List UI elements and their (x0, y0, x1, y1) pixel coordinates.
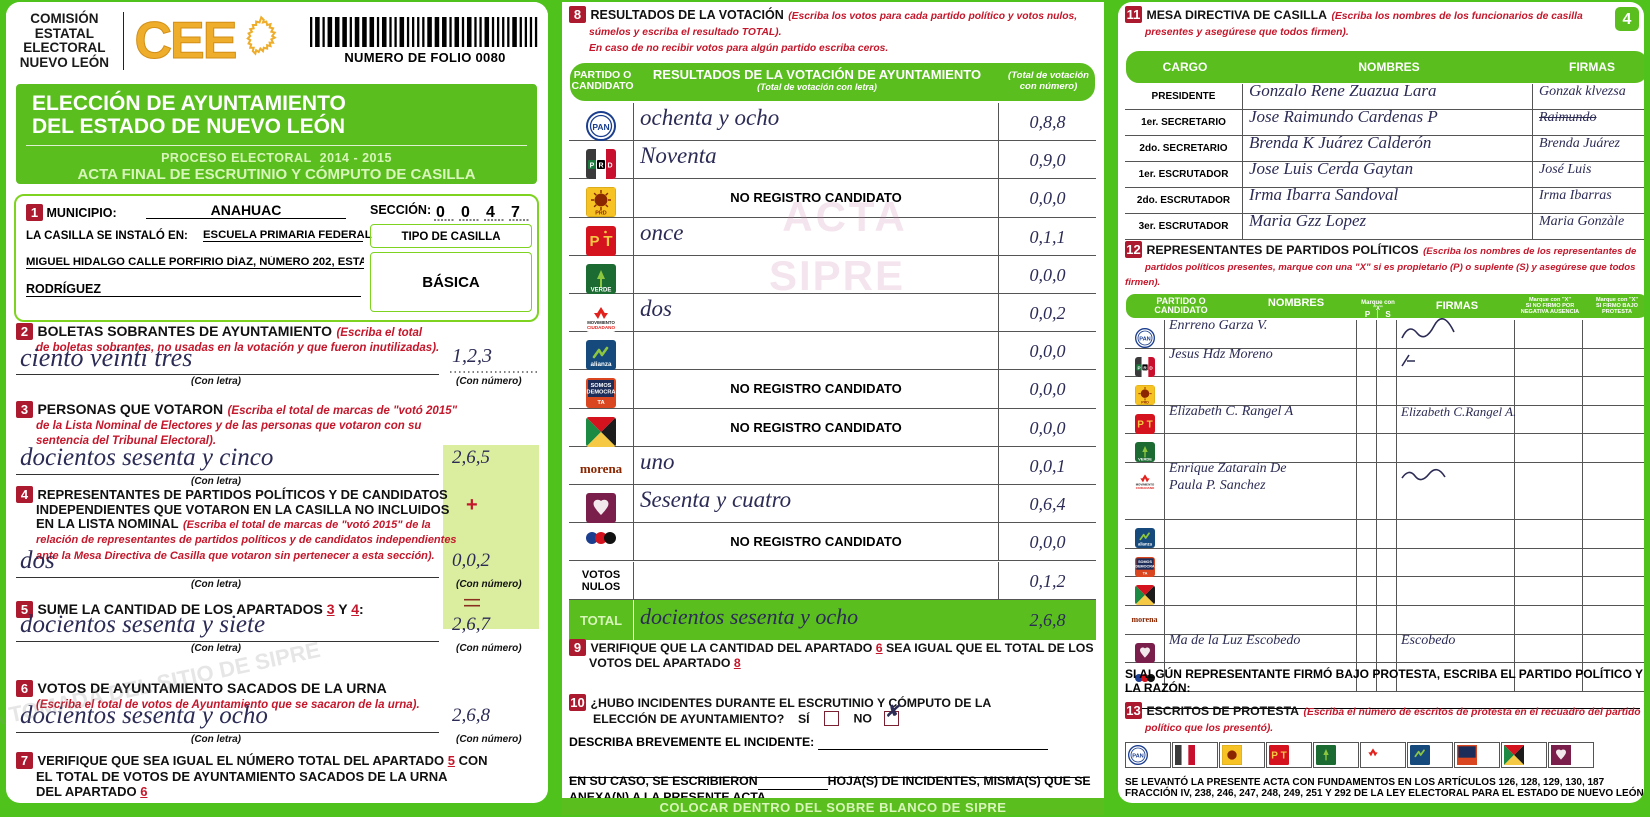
svg-text:7: 7 (511, 204, 520, 221)
svg-text:TA: TA (597, 400, 605, 406)
svg-text:P T: P T (1271, 750, 1286, 761)
svg-text:PRD: PRD (595, 211, 606, 217)
svg-text:P: P (590, 163, 595, 170)
svg-text:4: 4 (486, 204, 495, 221)
svg-text:P T: P T (1137, 419, 1152, 430)
svg-text:SOMOS: SOMOS (591, 383, 612, 389)
svg-text:CIUDADANO: CIUDADANO (587, 325, 615, 330)
svg-text:P T: P T (589, 233, 612, 250)
svg-text:VERDE: VERDE (1138, 457, 1152, 462)
svg-text:PAN: PAN (592, 122, 609, 132)
svg-text:D: D (607, 163, 612, 170)
svg-text:DEMOCRA: DEMOCRA (587, 390, 616, 396)
svg-text:PAN: PAN (1132, 754, 1144, 760)
svg-text:0: 0 (461, 204, 470, 221)
svg-text:SOMOS: SOMOS (1138, 560, 1152, 564)
svg-text:DEMOCRA: DEMOCRA (1135, 564, 1155, 568)
svg-text:alianza: alianza (591, 361, 612, 368)
svg-text:P: P (1137, 365, 1140, 370)
svg-text:R: R (598, 163, 603, 170)
svg-text:alianza: alianza (1138, 541, 1153, 546)
svg-text:VERDE: VERDE (591, 287, 612, 293)
svg-text:0: 0 (436, 204, 445, 221)
svg-text:PAN: PAN (1139, 337, 1151, 343)
svg-text:PRD: PRD (1141, 401, 1149, 405)
svg-text:CIUDADANO: CIUDADANO (1135, 486, 1154, 490)
svg-text:TA: TA (1142, 571, 1147, 575)
